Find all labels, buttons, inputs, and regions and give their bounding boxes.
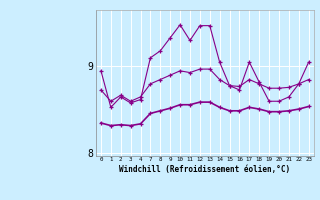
X-axis label: Windchill (Refroidissement éolien,°C): Windchill (Refroidissement éolien,°C) bbox=[119, 165, 290, 174]
